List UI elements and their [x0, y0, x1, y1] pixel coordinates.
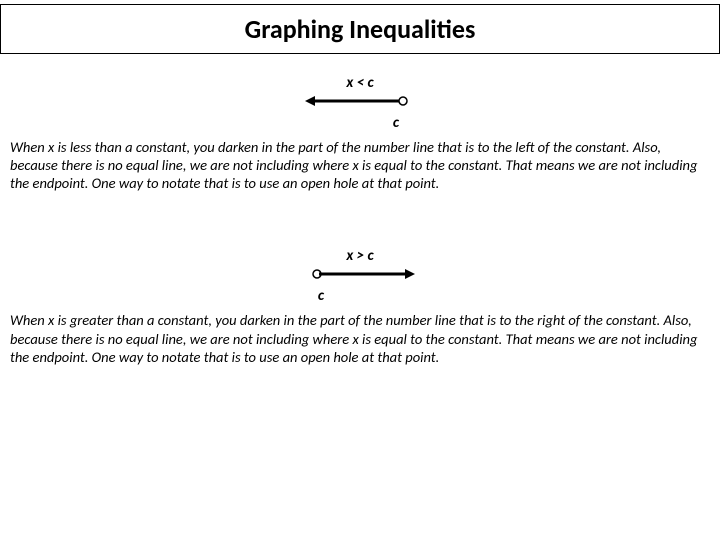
diagram-less-than: x < c .c: [0, 74, 720, 132]
inequality-label-1: x < c: [0, 74, 720, 92]
explanation-text-2: When x is greater than a constant, you d…: [0, 311, 720, 365]
diagram-greater-than: x > c c: [0, 247, 720, 305]
explanation-text-1: When x is less than a constant, you dark…: [0, 138, 720, 192]
title-bar: Graphing Inequalities: [0, 4, 720, 54]
number-line-left-arrow: [305, 94, 415, 113]
point-label-2: c: [0, 287, 720, 305]
inequality-label-2: x > c: [0, 247, 720, 265]
point-label-1: .c: [0, 114, 720, 132]
number-line-right-arrow: [305, 267, 415, 286]
page-title: Graphing Inequalities: [245, 13, 476, 45]
